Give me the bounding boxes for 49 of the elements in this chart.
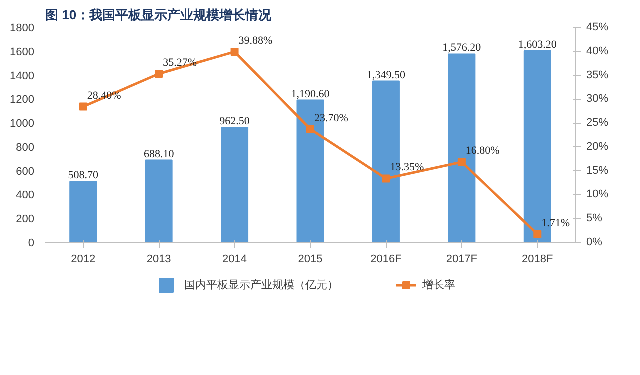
data-label: 508.70 [68,170,99,182]
y-tick-label: 1000 [10,118,35,130]
y2-tick-label: 45% [586,22,609,34]
point [382,174,390,183]
y-tick-label: 400 [16,190,35,202]
y2-tick-label: 5% [586,212,603,225]
y2-tick-label: 0% [586,236,603,248]
bar [70,181,98,242]
point [458,158,466,166]
y2-tick-label: 10% [586,188,609,201]
bar [221,127,249,242]
x-tick-label: 2015 [298,254,323,266]
x-tick-label: 2018F [522,254,554,266]
data-label: 1,190.60 [291,88,330,100]
data-label: 1,603.20 [518,39,558,52]
x-tick-label: 2012 [71,254,96,266]
y-tick-label: 600 [16,166,35,178]
x-tick-label: 2016F [370,254,402,266]
point [155,70,164,78]
data-label: 1,349.50 [366,69,406,82]
bar [145,160,173,242]
point [79,102,88,111]
y-tick-label: 1600 [10,46,35,58]
x-tick-label: 2017F [446,254,478,266]
y2-tick-label: 15% [586,164,609,177]
point [534,230,542,238]
y-tick-label: 800 [16,142,35,154]
y-tick-label: 0 [28,238,35,250]
legend-label: 国内平板显示产业规模（亿元） [184,278,338,292]
y2-tick-label: 40% [586,45,609,58]
y2-tick-label: 25% [586,117,609,130]
legend-label: 增长率 [422,278,456,292]
data-label: 688.10 [144,148,175,160]
x-tick-label: 2014 [222,254,248,266]
x-tick-label: 2013 [146,254,172,266]
point [306,125,314,134]
data-label: 962.50 [220,116,250,128]
y-tick-label: 1200 [10,94,35,106]
y-tick-label: 1800 [10,22,35,34]
y-tick-label: 1400 [10,70,35,82]
data-label: 39.88% [238,34,273,47]
data-label: 35.27% [163,56,197,69]
data-label: 1,576.20 [442,42,482,54]
y-tick-label: 200 [16,214,35,226]
y2-tick-label: 30% [586,93,609,106]
point [230,48,239,56]
y2-tick-label: 20% [586,140,609,153]
y2-tick-label: 35% [586,69,609,82]
chart-title: 图 10：我国平板显示产业规模增长情况 [46,8,273,22]
